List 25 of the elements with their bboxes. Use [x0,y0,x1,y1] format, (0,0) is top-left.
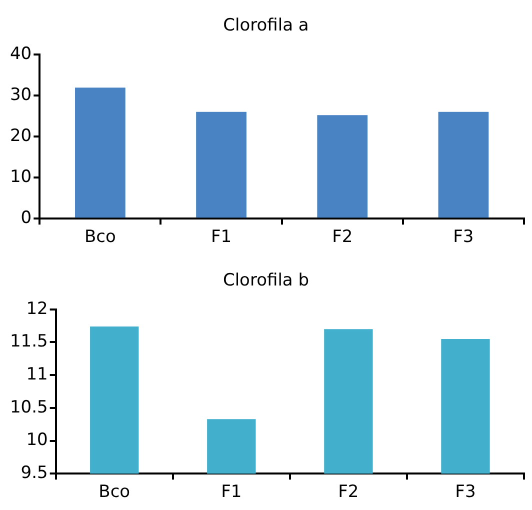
y-tick-label: 0 [20,208,32,228]
x-tick-label: F3 [453,227,474,248]
y-tick-label: 10.5 [10,397,48,418]
x-tick-label: F2 [338,482,359,502]
bar [74,88,126,218]
chart-title: Clorofila b [222,270,310,291]
bar [438,112,489,218]
bar [196,112,246,218]
x-tick-label: F1 [221,482,242,502]
x-tick-label: F3 [455,482,476,502]
y-tick-label: 20 [10,126,32,146]
y-tick-label: 10 [10,166,32,187]
x-tick-label: F2 [332,227,353,248]
y-tick-label: 30 [10,84,32,105]
y-tick-label: 11.5 [10,332,48,352]
y-tick-label: 9.5 [20,463,48,484]
y-tick-label: 11 [26,364,48,384]
y-tick-label: 10 [26,430,48,450]
x-tick-label: Bco [98,482,130,502]
chart-title: Clorofila a [223,16,309,36]
x-tick-label: Bco [84,227,116,248]
x-tick-label: F1 [210,227,232,248]
y-tick-label: 12 [26,298,48,319]
y-tick-label: 40 [10,44,32,64]
bar [317,115,368,218]
